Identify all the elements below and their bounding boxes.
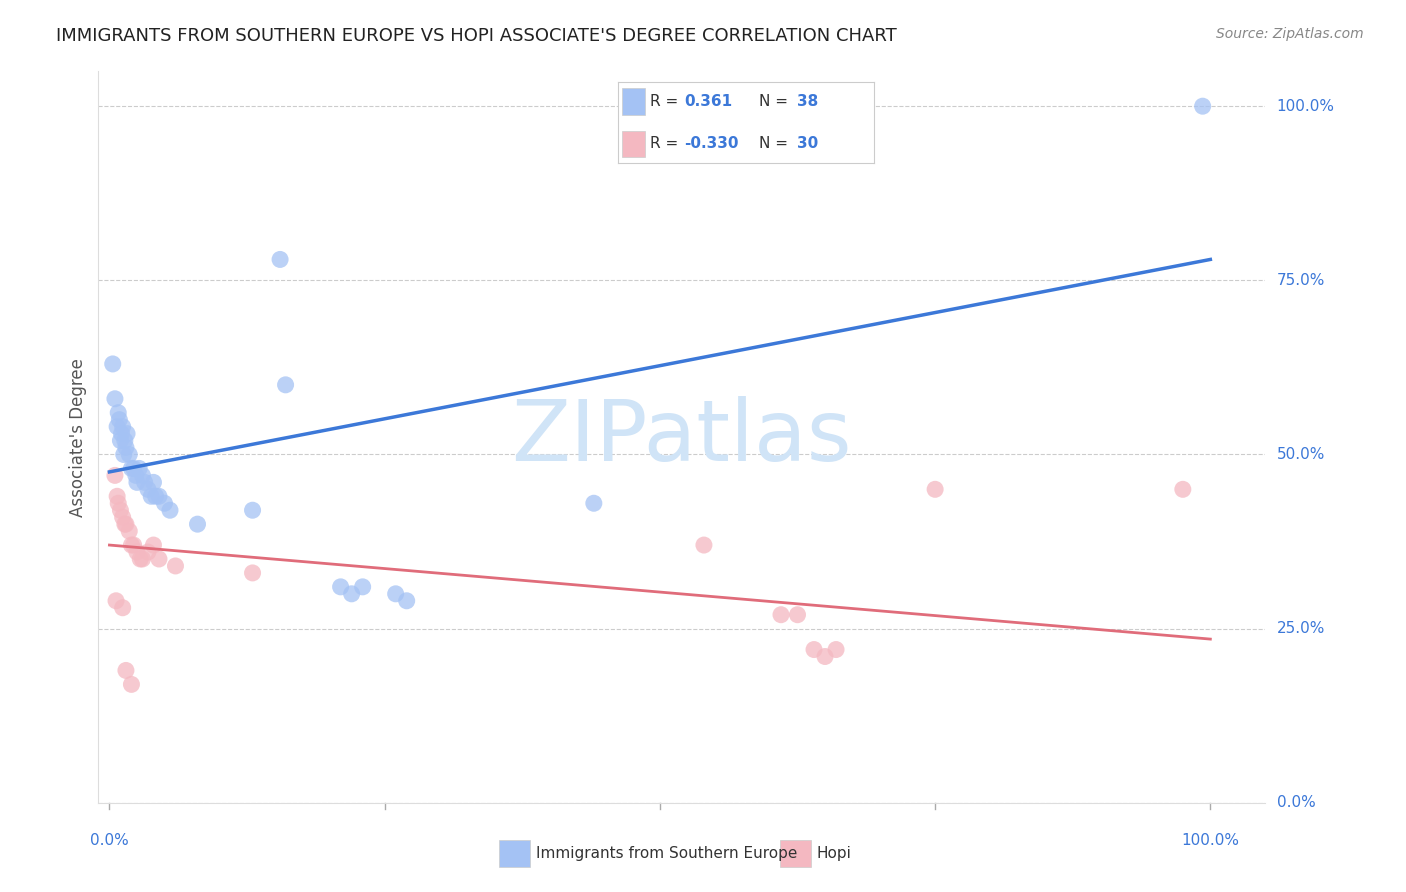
Point	[114, 517, 136, 532]
Point	[145, 489, 167, 503]
Point	[134, 475, 156, 490]
Point	[105, 419, 128, 434]
Point	[108, 412, 131, 426]
Point	[115, 517, 138, 532]
Point	[105, 489, 128, 503]
Point	[120, 461, 142, 475]
Point	[120, 538, 142, 552]
Point	[340, 587, 363, 601]
Point	[136, 545, 159, 559]
Point	[395, 594, 418, 608]
Point	[384, 587, 406, 601]
Point	[186, 517, 208, 532]
Point	[110, 434, 132, 448]
Point	[165, 558, 187, 573]
Point	[122, 461, 145, 475]
Point	[825, 642, 848, 657]
Point	[104, 468, 127, 483]
Text: Source: ZipAtlas.com: Source: ZipAtlas.com	[1216, 27, 1364, 41]
Point	[142, 538, 165, 552]
Y-axis label: Associate's Degree: Associate's Degree	[69, 358, 87, 516]
Point	[112, 448, 135, 462]
Point	[118, 524, 141, 538]
Point	[269, 252, 291, 267]
Text: 0.0%: 0.0%	[1277, 796, 1315, 810]
Point	[125, 545, 148, 559]
Point	[1171, 483, 1194, 497]
Text: 100.0%: 100.0%	[1181, 833, 1239, 848]
Point	[814, 649, 837, 664]
Point	[125, 468, 148, 483]
Point	[122, 538, 145, 552]
Point	[115, 426, 138, 441]
Point	[115, 664, 138, 678]
Text: 25.0%: 25.0%	[1277, 621, 1324, 636]
Point	[352, 580, 374, 594]
Text: 0.0%: 0.0%	[90, 833, 129, 848]
Point	[142, 475, 165, 490]
Text: Immigrants from Southern Europe: Immigrants from Southern Europe	[536, 847, 797, 861]
Point	[148, 552, 170, 566]
Point	[115, 441, 138, 455]
Point	[274, 377, 297, 392]
Point	[105, 594, 128, 608]
Point	[104, 392, 127, 406]
Text: Hopi: Hopi	[817, 847, 852, 861]
Point	[129, 552, 152, 566]
Point	[131, 468, 153, 483]
Point	[769, 607, 792, 622]
Point	[107, 406, 129, 420]
Point	[242, 566, 264, 580]
Point	[120, 677, 142, 691]
Point	[128, 461, 150, 475]
Point	[111, 510, 134, 524]
Point	[786, 607, 808, 622]
Point	[693, 538, 716, 552]
Point	[1191, 99, 1213, 113]
Point	[582, 496, 605, 510]
Text: IMMIGRANTS FROM SOUTHERN EUROPE VS HOPI ASSOCIATE'S DEGREE CORRELATION CHART: IMMIGRANTS FROM SOUTHERN EUROPE VS HOPI …	[56, 27, 897, 45]
Point	[111, 600, 134, 615]
Point	[242, 503, 264, 517]
Point	[141, 489, 163, 503]
Text: 75.0%: 75.0%	[1277, 273, 1324, 288]
Point	[153, 496, 176, 510]
Text: 100.0%: 100.0%	[1277, 99, 1334, 113]
Text: ZIPatlas: ZIPatlas	[512, 395, 852, 479]
Point	[924, 483, 946, 497]
Point	[101, 357, 124, 371]
Point	[159, 503, 181, 517]
Point	[118, 448, 141, 462]
Text: 50.0%: 50.0%	[1277, 447, 1324, 462]
Point	[110, 426, 132, 441]
Point	[110, 503, 132, 517]
Point	[125, 475, 148, 490]
Point	[136, 483, 159, 497]
Point	[114, 434, 136, 448]
Point	[107, 496, 129, 510]
Point	[148, 489, 170, 503]
Point	[111, 419, 134, 434]
Point	[803, 642, 825, 657]
Point	[329, 580, 352, 594]
Point	[131, 552, 153, 566]
